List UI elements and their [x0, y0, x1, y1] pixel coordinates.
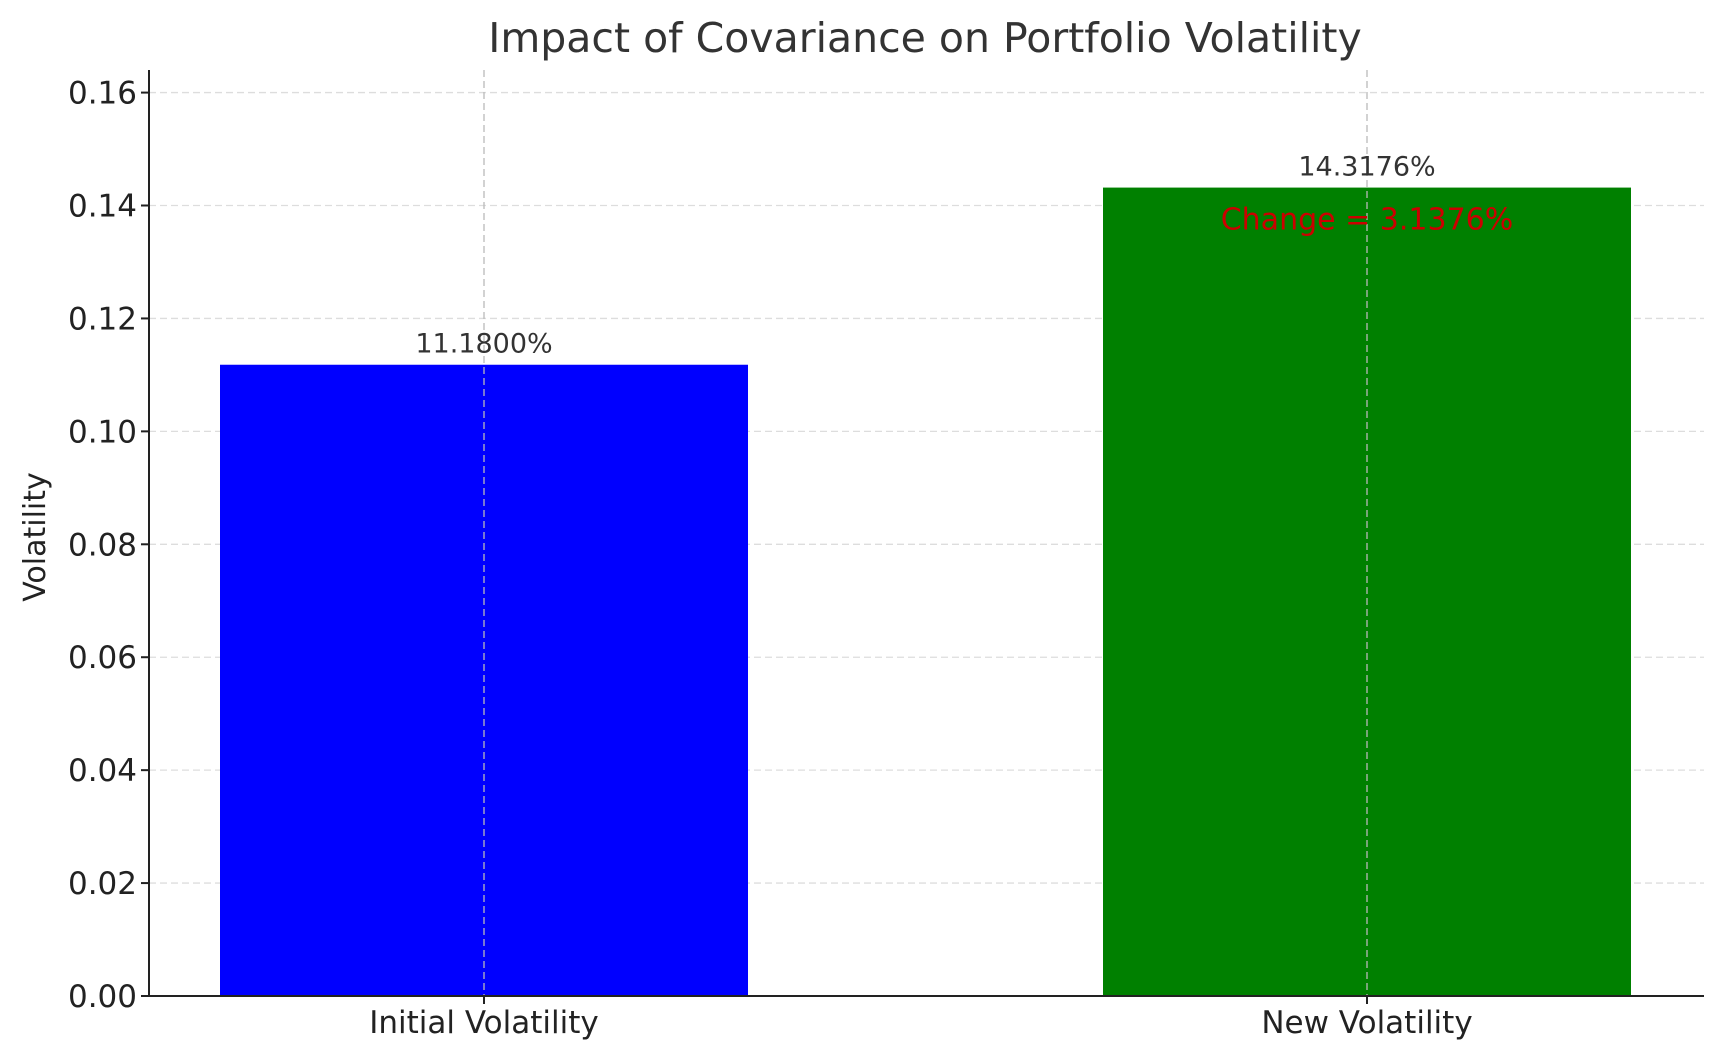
bars-layer: [220, 187, 1631, 997]
labels-layer: 0.00 0.02 0.04 0.06 0.08 0.10 0.12 0.14 0.16 11.1…: [68, 76, 1473, 1041]
y-tick-label: 0.12: [68, 301, 137, 337]
change-annotation: Change = 3.1376%: [1221, 203, 1514, 238]
y-tick-label: 0.08: [68, 527, 137, 563]
x-tick-label: Initial Volatility: [369, 1005, 599, 1041]
x-tick-label: New Volatility: [1261, 1005, 1472, 1041]
y-tick-label: 0.04: [68, 753, 137, 789]
y-axis-label: Volatility: [18, 472, 53, 602]
y-tick-label: 0.02: [68, 866, 137, 902]
x-grid-layer: [483, 70, 1368, 996]
y-tick-label: 0.16: [68, 76, 137, 112]
y-tick-label: 0.00: [68, 979, 137, 1015]
ticks-layer: [141, 91, 1368, 1004]
chart-title: Impact of Covariance on Portfolio Volati…: [488, 14, 1362, 62]
bar-value-label: 14.3176%: [1298, 152, 1435, 183]
y-tick-label: 0.06: [68, 640, 137, 676]
axes-layer: [148, 70, 1704, 997]
y-tick-label: 0.14: [68, 189, 137, 225]
bar-value-label: 11.1800%: [415, 329, 552, 360]
y-tick-label: 0.10: [68, 414, 137, 450]
